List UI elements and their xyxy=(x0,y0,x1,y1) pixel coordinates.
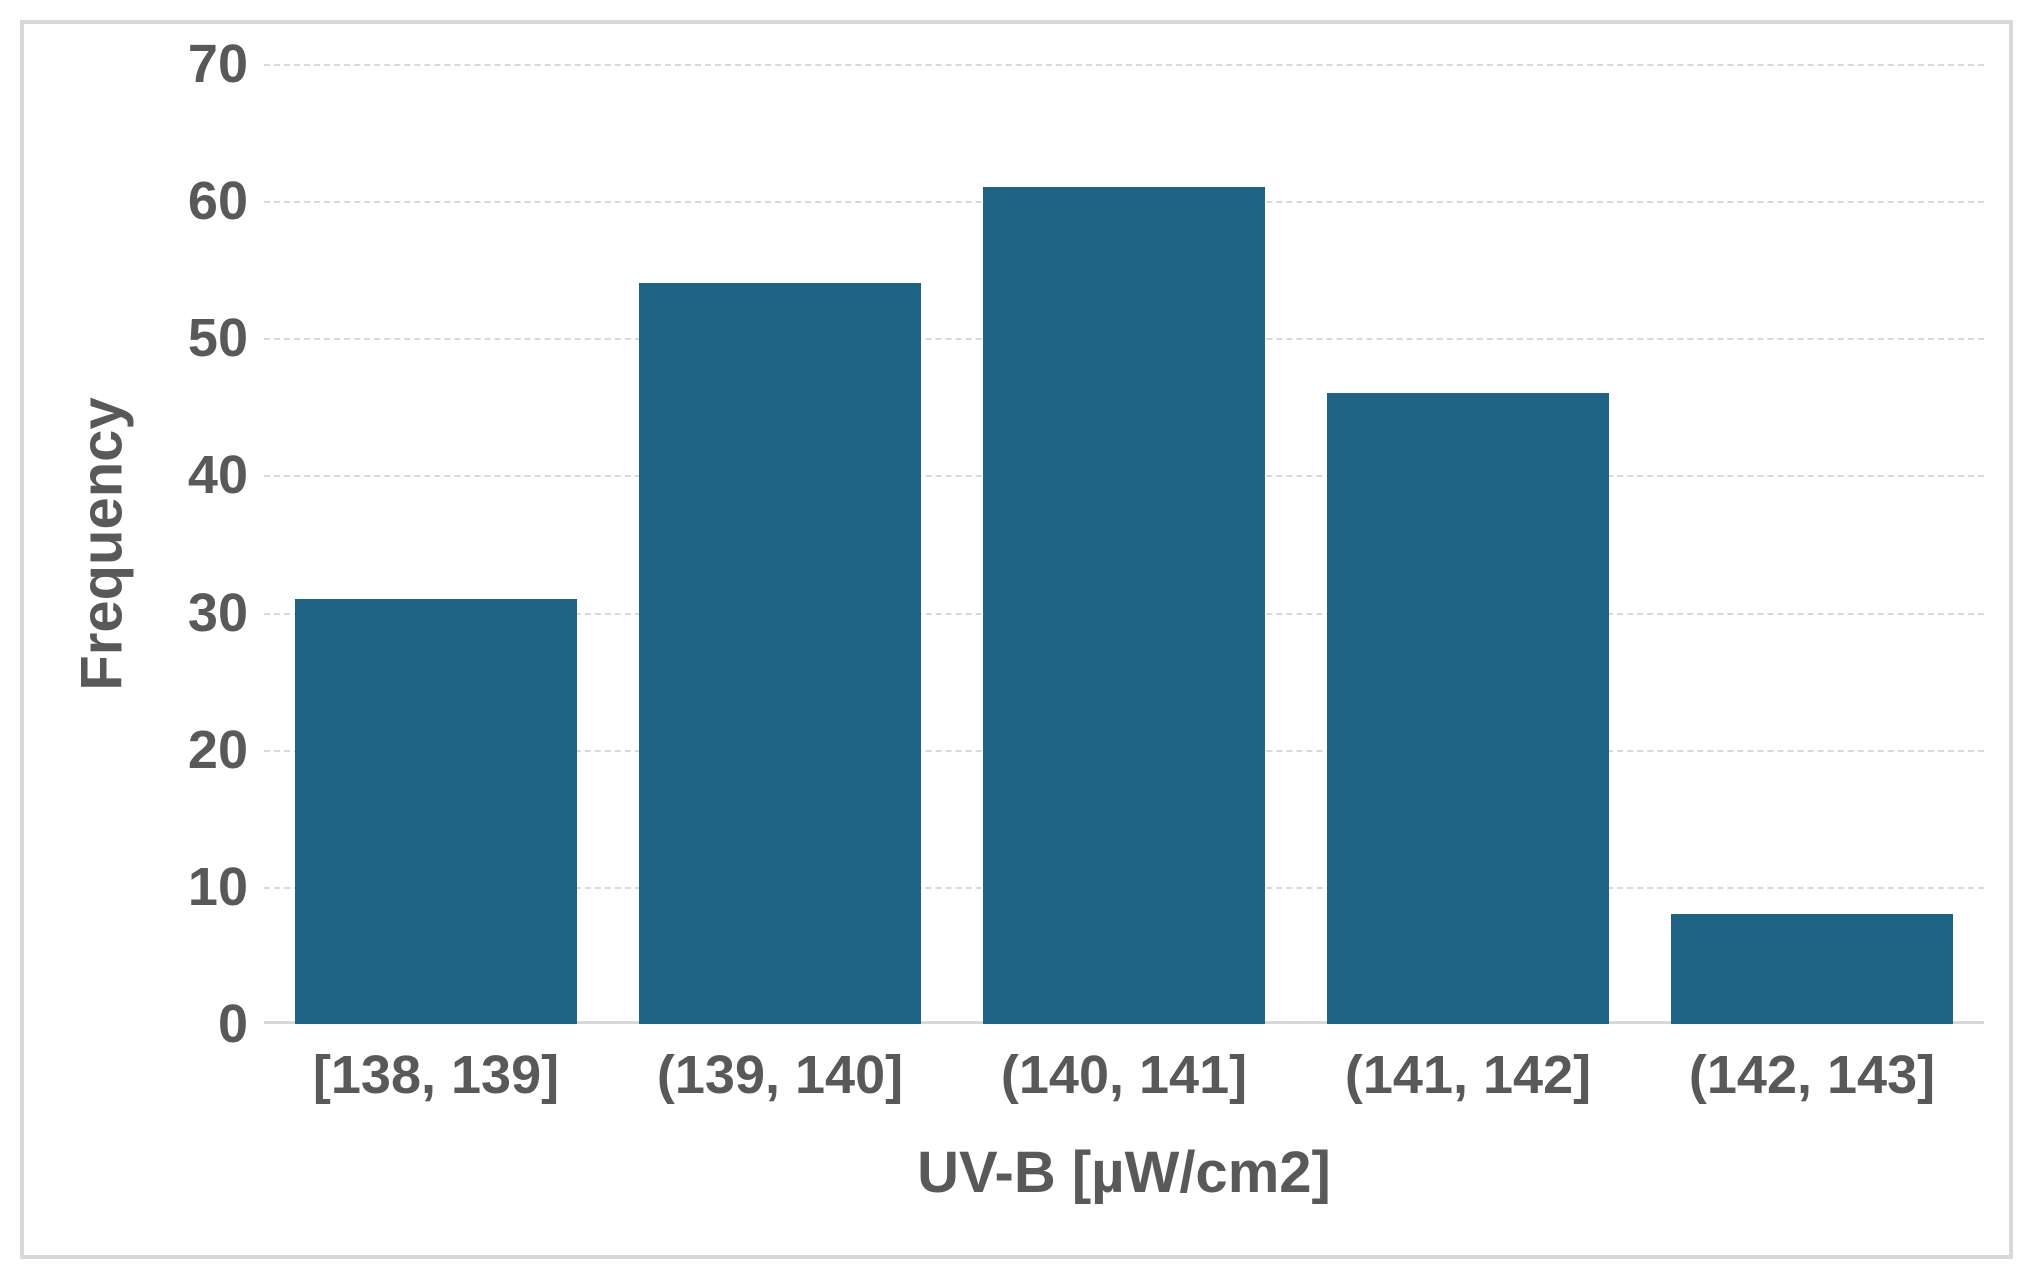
histogram-bar xyxy=(1671,914,1953,1024)
x-tick-label: (139, 140] xyxy=(657,1044,903,1106)
histogram-bar xyxy=(639,283,921,1024)
chart-frame: 010203040506070 [138, 139](139, 140](140… xyxy=(20,20,2013,1259)
x-tick-label: [138, 139] xyxy=(313,1044,559,1106)
x-axis-title: UV-B [µW/cm2] xyxy=(917,1139,1331,1206)
y-tick-label: 60 xyxy=(108,170,248,232)
y-tick-label: 70 xyxy=(108,33,248,95)
gridline xyxy=(264,64,1984,66)
y-axis-title: Frequency xyxy=(69,397,136,690)
x-tick-label: (140, 141] xyxy=(1001,1044,1247,1106)
y-tick-label: 10 xyxy=(108,856,248,918)
histogram-bar xyxy=(983,187,1265,1024)
plot-area xyxy=(264,64,1984,1024)
y-tick-label: 50 xyxy=(108,307,248,369)
histogram-bar xyxy=(1327,393,1609,1024)
histogram-bar xyxy=(295,599,577,1024)
x-tick-label: (142, 143] xyxy=(1689,1044,1935,1106)
y-tick-label: 20 xyxy=(108,719,248,781)
y-tick-label: 0 xyxy=(108,993,248,1055)
x-tick-label: (141, 142] xyxy=(1345,1044,1591,1106)
